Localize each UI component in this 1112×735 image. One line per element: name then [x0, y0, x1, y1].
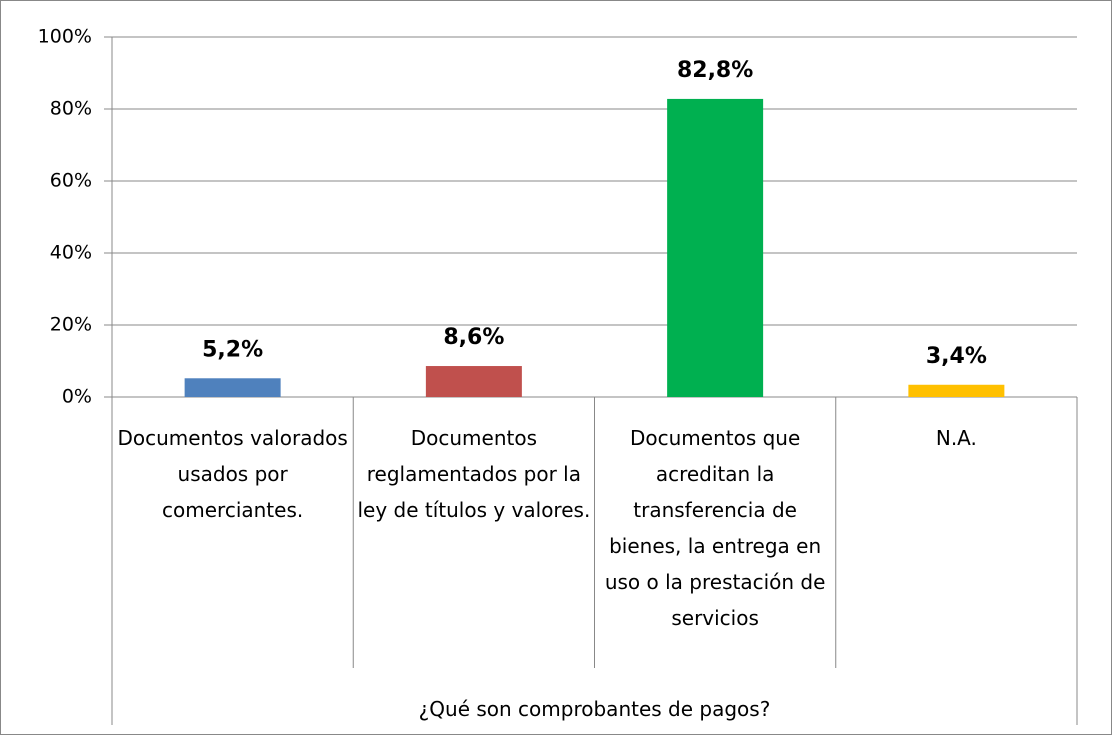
data-label: 8,6% — [443, 325, 504, 350]
y-tick-label: 60% — [50, 170, 92, 192]
y-tick-label: 0% — [62, 386, 92, 408]
y-tick-label: 100% — [38, 26, 92, 48]
x-axis-label: ¿Qué son comprobantes de pagos? — [418, 697, 771, 721]
bar — [425, 366, 522, 397]
data-label: 3,4% — [926, 344, 987, 369]
y-tick-label: 40% — [50, 242, 92, 264]
y-tick-label: 20% — [50, 314, 92, 336]
y-tick-label: 80% — [50, 98, 92, 120]
bar — [667, 98, 764, 398]
x-tick-label: N.A. — [935, 426, 977, 450]
x-tick-label: Documentos reglamentados por la ley de t… — [357, 426, 591, 522]
x-tick-label: Documentos que acreditan la transferenci… — [604, 426, 826, 630]
x-tick-label: Documentos valorados usados por comercia… — [117, 426, 348, 522]
data-label: 5,2% — [202, 337, 263, 362]
bar — [908, 384, 1005, 397]
bar — [184, 378, 281, 397]
data-label: 82,8% — [677, 58, 753, 83]
